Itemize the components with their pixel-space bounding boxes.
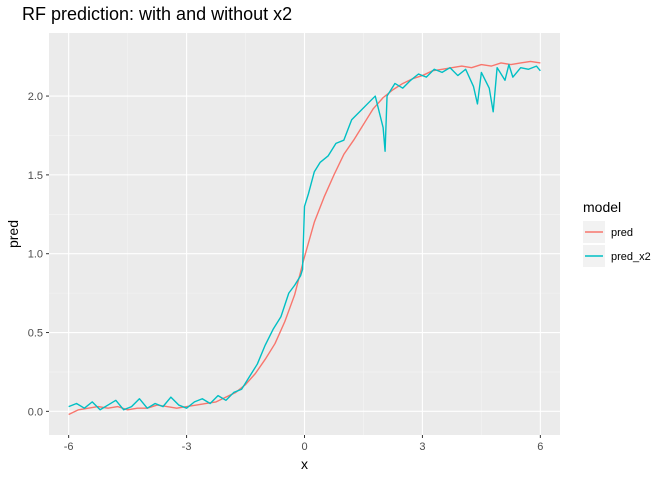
x-axis-title: x	[301, 456, 308, 472]
x-tick-label: -3	[182, 441, 192, 453]
y-tick-label: 1.5	[28, 170, 43, 182]
y-tick-label: 1.0	[28, 249, 43, 261]
legend: model pred pred_x2	[583, 199, 651, 267]
chart-title: RF prediction: with and without x2	[22, 4, 292, 24]
axis-ticks: -6 -3 0 3 6 0.0 0.5 1.0 1.5 2.0	[28, 91, 544, 453]
legend-label-pred-x2: pred_x2	[611, 251, 651, 263]
y-tick-label: 2.0	[28, 91, 43, 103]
legend-title: model	[583, 199, 621, 215]
series-line-pred-x2	[68, 63, 541, 411]
x-tick-label: 6	[537, 441, 543, 453]
y-axis-title: pred	[5, 220, 21, 248]
y-tick-label: 0.0	[28, 406, 43, 418]
x-tick-label: 0	[301, 441, 307, 453]
grid	[49, 33, 560, 435]
x-tick-label: -6	[64, 441, 74, 453]
legend-label-pred: pred	[611, 227, 633, 239]
x-tick-label: 3	[419, 441, 425, 453]
y-tick-label: 0.5	[28, 328, 43, 340]
series-layer	[68, 60, 541, 416]
